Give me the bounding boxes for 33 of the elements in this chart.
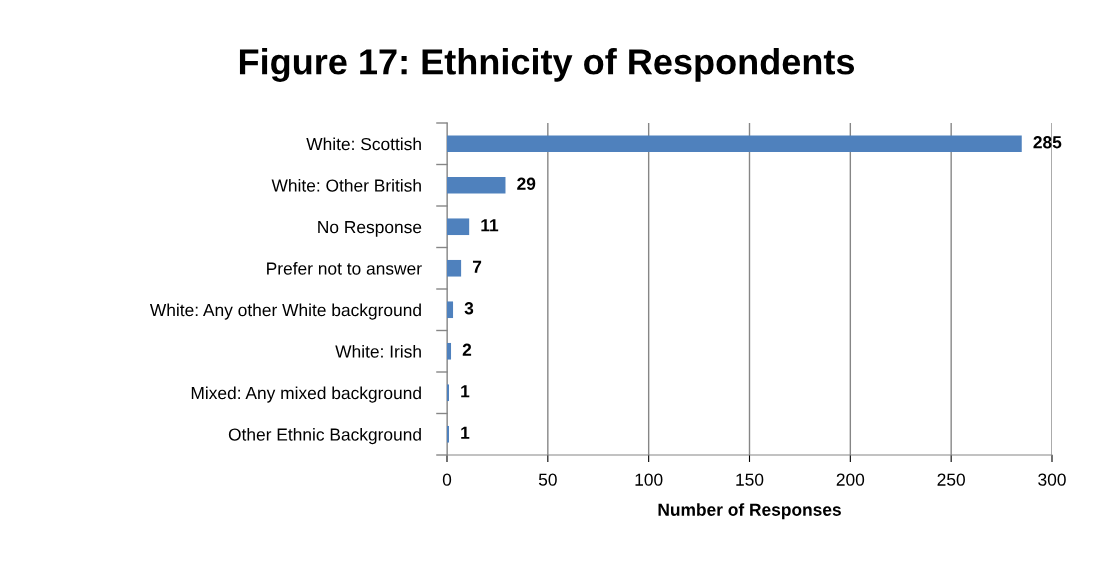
bar xyxy=(447,425,450,443)
x-tick-label: 200 xyxy=(836,473,865,486)
y-tick-label: No Response xyxy=(318,221,422,237)
data-label: 1 xyxy=(461,385,470,398)
y-tick-label: Other Ethnic Background xyxy=(228,427,421,445)
x-tick-label: 50 xyxy=(538,473,557,486)
data-label: 1 xyxy=(461,426,470,439)
bar xyxy=(447,342,452,360)
x-axis-title: Number of Responses xyxy=(658,503,841,520)
bar xyxy=(447,218,470,236)
data-label: 2 xyxy=(462,343,472,356)
x-tick-label: 150 xyxy=(736,473,764,486)
data-label: 29 xyxy=(517,177,536,190)
y-tick-label: White: Any other White background xyxy=(149,303,421,320)
data-label: 3 xyxy=(464,302,474,315)
x-tick-label: 0 xyxy=(442,473,452,486)
data-label: 11 xyxy=(481,219,499,232)
x-tick-label: 100 xyxy=(635,473,663,486)
y-tick-label: Prefer not to answer xyxy=(267,261,422,275)
y-tick-label: White: Irish xyxy=(335,344,421,358)
y-tick-label: White: Other British xyxy=(271,178,421,192)
chart-title: Figure 17: Ethnicity of Respondents xyxy=(239,48,855,82)
y-tick-label: Mixed: Any mixed background xyxy=(191,386,421,403)
y-tick-label: White: Scottish xyxy=(306,137,421,151)
bar xyxy=(447,135,1022,153)
x-tick-label: 250 xyxy=(937,473,965,486)
bar xyxy=(447,301,454,319)
data-label: 285 xyxy=(1033,136,1062,149)
bar xyxy=(447,259,462,277)
bar xyxy=(447,176,506,194)
x-tick-label: 300 xyxy=(1038,473,1066,486)
bar xyxy=(447,384,450,402)
data-label: 7 xyxy=(472,260,482,273)
